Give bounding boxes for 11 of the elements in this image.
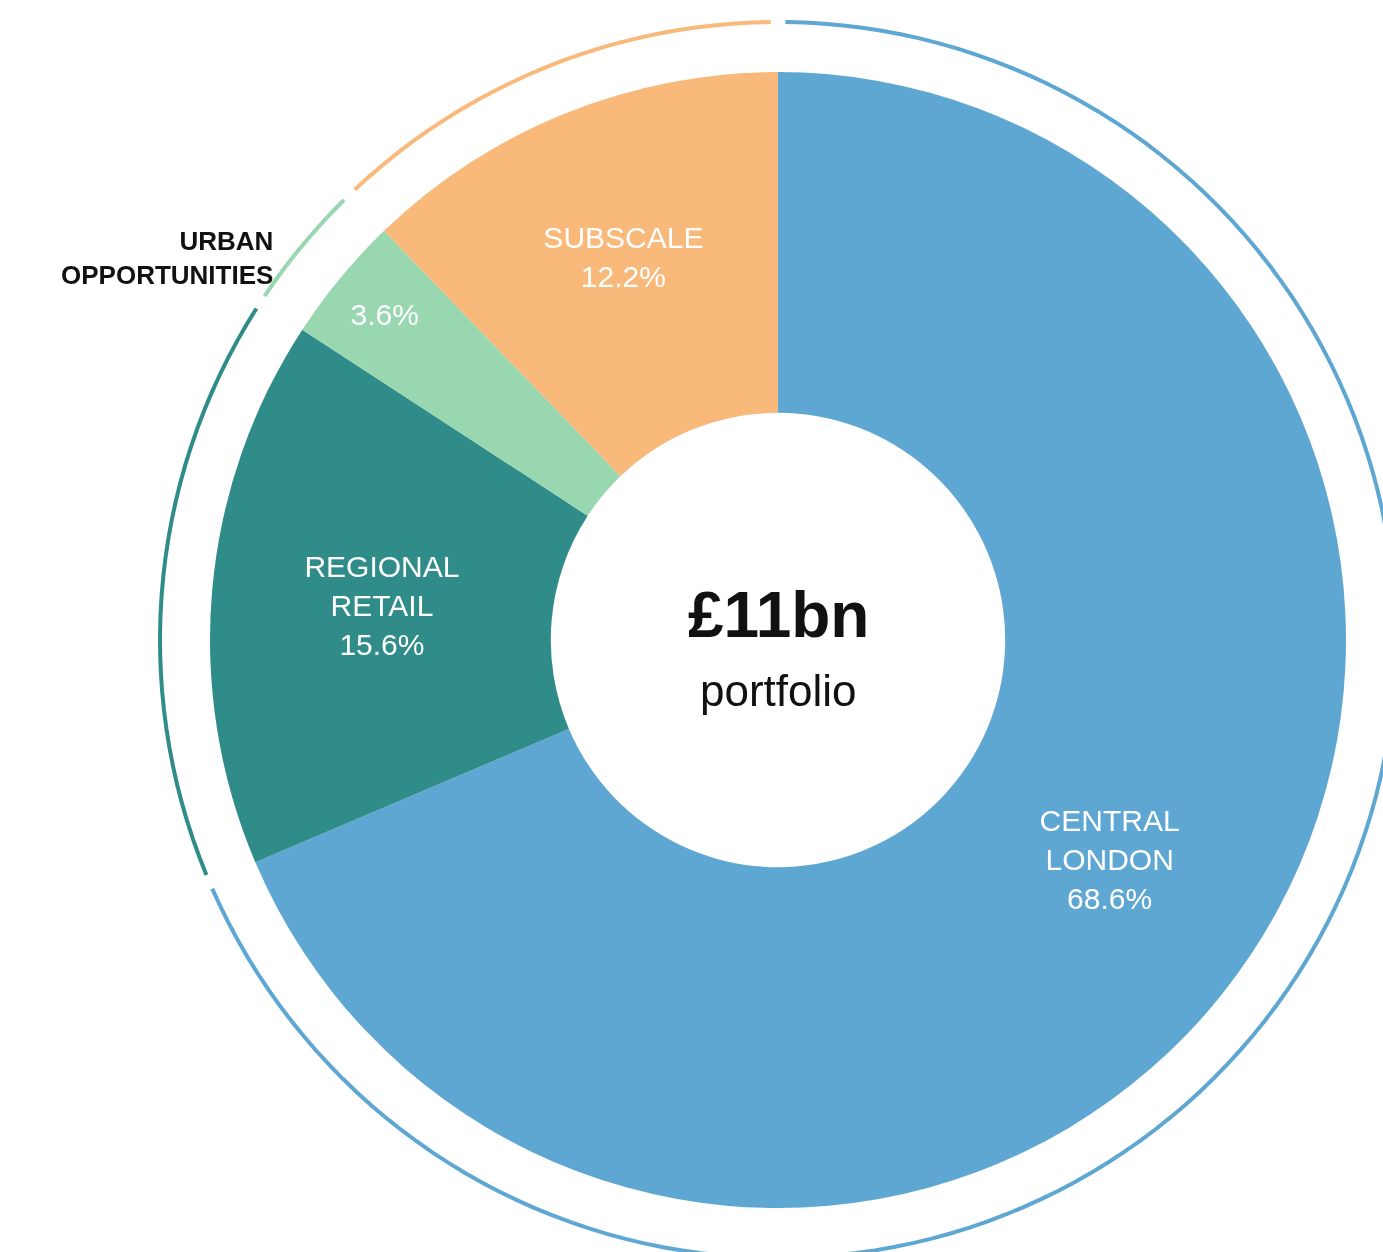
- slice-label: SUBSCALE: [543, 220, 704, 254]
- text: portfolio: [700, 666, 857, 715]
- data-label: 68.6%: [1067, 881, 1153, 915]
- slice-label: REGIONAL RETAIL: [304, 549, 460, 622]
- slice-label: URBAN OPPORTUNITIES: [61, 226, 274, 290]
- donut-slice: [210, 329, 588, 863]
- data-label: 15.6%: [339, 627, 425, 661]
- slice-label: CENTRAL LONDON: [1039, 803, 1180, 876]
- text: £11bn: [688, 579, 870, 651]
- data-label: 3.6%: [350, 298, 419, 332]
- data-label: 12.2%: [580, 259, 666, 293]
